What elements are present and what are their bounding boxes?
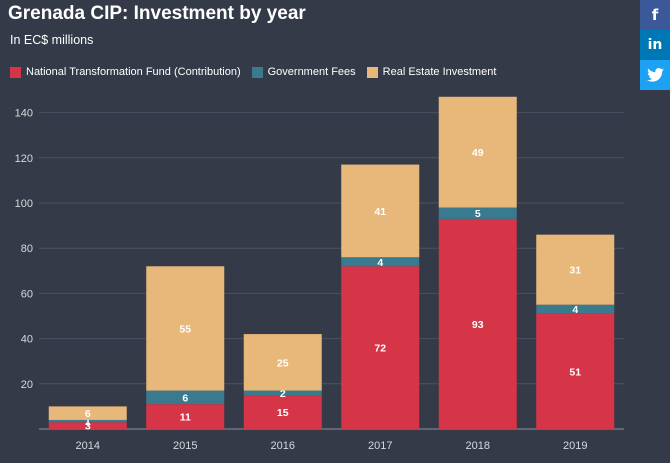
legend-swatch-government-fees	[251, 66, 263, 78]
data-label-2014-series-2: 6	[85, 408, 91, 420]
linkedin-icon: in	[647, 37, 663, 53]
x-tick-label-2017: 2017	[368, 440, 392, 452]
y-tick-label-80: 80	[21, 243, 33, 255]
twitter-share-button[interactable]	[640, 60, 670, 90]
bar-2016-series-1	[243, 390, 322, 396]
legend-item-real-estate[interactable]: Real Estate Investment	[366, 66, 497, 78]
bar-2018-series-0	[438, 218, 517, 429]
data-label-2018-series-2: 49	[472, 147, 484, 159]
bar-2017-series-1	[341, 257, 420, 267]
y-tick-label-60: 60	[21, 288, 33, 300]
bar-2017-series-2	[341, 164, 420, 258]
bar-2014-series-0	[48, 422, 127, 429]
bar-2016-series-0	[243, 395, 322, 429]
data-label-2019-series-2: 31	[569, 265, 581, 277]
data-label-2019-series-0: 51	[569, 366, 581, 378]
chart-title: Grenada CIP: Investment by year	[8, 3, 306, 24]
facebook-share-button[interactable]: f	[640, 0, 670, 30]
legend-label-real-estate: Real Estate Investment	[382, 66, 497, 78]
y-tick-label-20: 20	[21, 379, 33, 391]
legend-swatch-ntf	[10, 66, 21, 78]
twitter-icon	[646, 68, 664, 82]
bar-2019-series-1	[536, 304, 615, 314]
bar-2014-series-1	[48, 419, 127, 423]
bar-2015-series-2	[146, 266, 225, 391]
y-tick-label-140: 140	[15, 108, 33, 120]
facebook-icon: f	[651, 6, 659, 24]
chart-subtitle: In EC$ millions	[10, 33, 94, 47]
legend-item-government-fees[interactable]: Government Fees	[251, 66, 356, 78]
data-label-2017-series-0: 72	[374, 343, 386, 355]
data-label-2018-series-0: 93	[472, 319, 484, 331]
x-tick-label-2014: 2014	[76, 440, 100, 452]
y-tick-label-100: 100	[15, 198, 33, 210]
x-tick-label-2019: 2019	[563, 440, 587, 452]
data-label-2017-series-1: 4	[377, 257, 383, 269]
legend: National Transformation Fund (Contributi…	[10, 66, 507, 78]
x-tick-label-2015: 2015	[173, 440, 197, 452]
data-label-2019-series-1: 4	[572, 304, 578, 316]
bar-2017-series-0	[341, 266, 420, 429]
bar-2015-series-0	[146, 404, 225, 429]
y-tick-label-40: 40	[21, 334, 33, 346]
data-label-2015-series-0: 11	[180, 412, 191, 424]
bar-2018-series-1	[438, 207, 517, 219]
x-tick-label-2018: 2018	[466, 440, 490, 452]
data-label-2016-series-2: 25	[277, 357, 289, 369]
data-label-2014-series-1: 1	[85, 416, 91, 428]
bar-2019-series-0	[536, 313, 615, 429]
bar-2019-series-2	[536, 234, 615, 305]
data-label-2015-series-2: 55	[179, 323, 191, 335]
linkedin-share-button[interactable]: in	[640, 30, 670, 60]
legend-label-ntf: National Transformation Fund (Contributi…	[26, 66, 241, 78]
legend-swatch-real-estate	[366, 66, 378, 78]
data-label-2016-series-0: 15	[277, 407, 289, 419]
bar-2015-series-1	[146, 390, 225, 405]
bar-2014-series-2	[48, 406, 127, 420]
data-label-2016-series-1: 2	[280, 388, 286, 400]
legend-label-government-fees: Government Fees	[267, 66, 356, 78]
y-tick-label-120: 120	[15, 153, 33, 165]
data-label-2017-series-2: 41	[374, 206, 386, 218]
data-label-2018-series-1: 5	[475, 208, 481, 220]
bar-2018-series-2	[438, 96, 517, 208]
data-label-2014-series-0: 3	[85, 421, 91, 433]
share-bar: f in	[640, 0, 670, 90]
legend-item-ntf[interactable]: National Transformation Fund (Contributi…	[10, 66, 241, 78]
bar-2016-series-2	[243, 334, 322, 391]
data-label-2015-series-1: 6	[182, 392, 188, 404]
x-tick-label-2016: 2016	[271, 440, 295, 452]
